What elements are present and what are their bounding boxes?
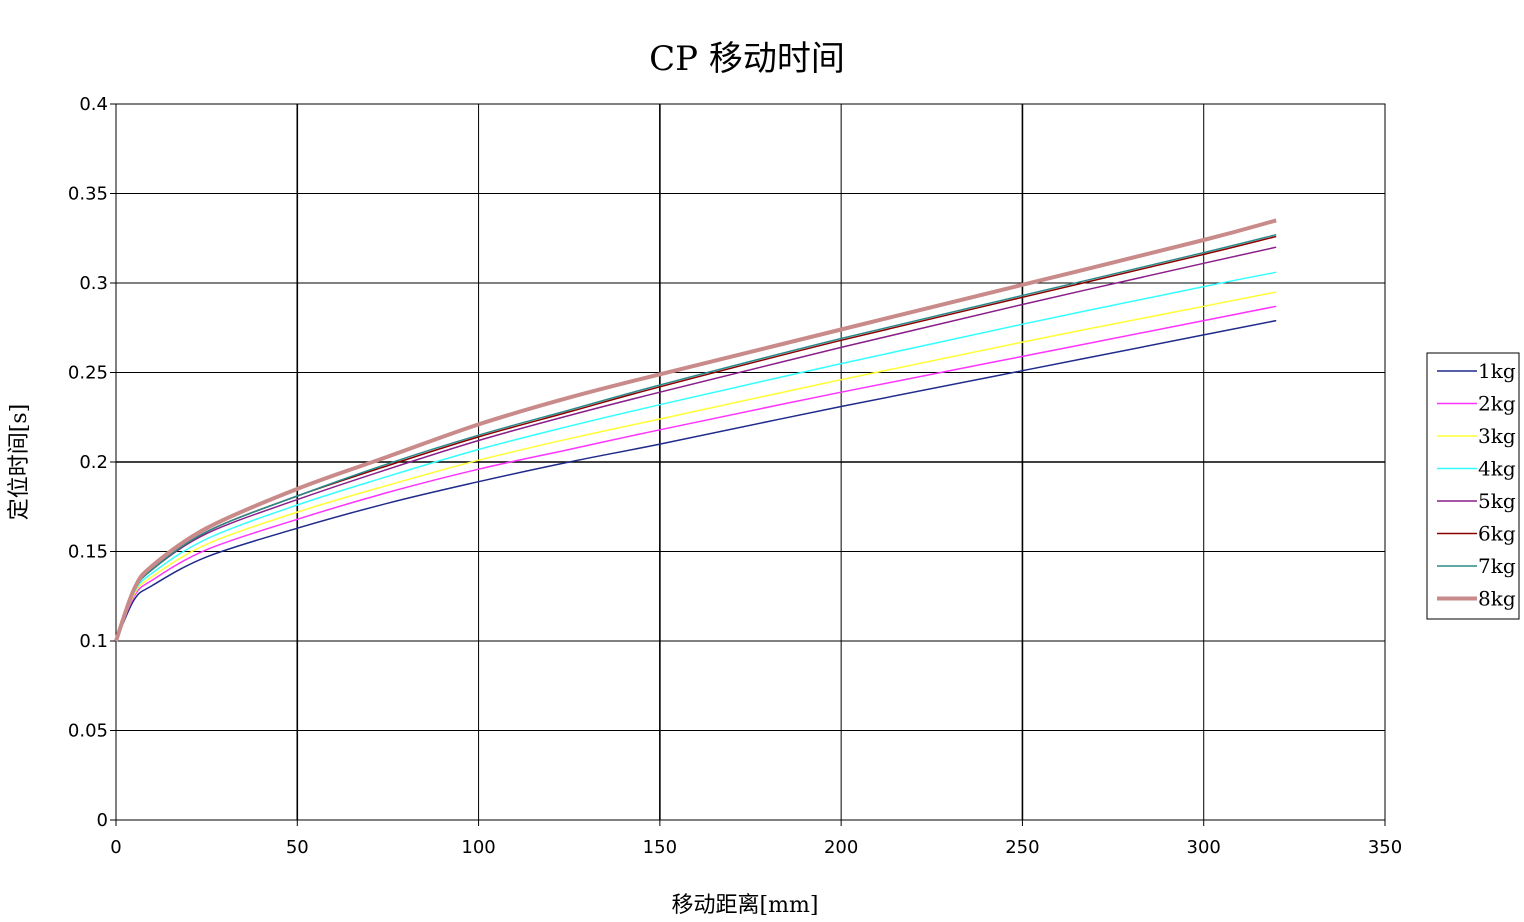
legend-label-5kg: 5kg xyxy=(1478,489,1516,513)
series-line-4kg xyxy=(115,271,1277,642)
y-axis-label: 定位时间[s] xyxy=(7,404,32,520)
y-axis-ticks: 0 0.05 0.1 0.15 0.2 0.25 0.3 0.35 0.4 xyxy=(68,94,116,831)
legend-box xyxy=(1426,352,1520,620)
series-line-7kg xyxy=(115,233,1277,642)
x-tick-label: 100 xyxy=(461,837,495,858)
series-line-2kg xyxy=(115,305,1277,642)
x-tick-label: 200 xyxy=(824,837,858,858)
x-axis-label: 移动距离[mm] xyxy=(672,893,819,918)
y-tick-label: 0.1 xyxy=(79,631,108,652)
series-line-1kg xyxy=(115,319,1277,642)
grid xyxy=(116,104,1385,820)
x-axis-ticks: 0 50 100 150 200 250 300 350 xyxy=(110,820,1402,858)
x-tick-label: 350 xyxy=(1368,837,1402,858)
x-tick-label: 300 xyxy=(1187,837,1221,858)
y-tick-label: 0.05 xyxy=(68,721,108,742)
legend-label-1kg: 1kg xyxy=(1478,359,1516,383)
chart-title: CP 移动时间 xyxy=(649,39,845,79)
series-line-8kg xyxy=(114,218,1277,642)
y-tick-label: 0.3 xyxy=(79,273,108,294)
y-tick-label: 0 xyxy=(97,810,108,831)
legend-label-8kg: 8kg xyxy=(1478,587,1516,611)
y-tick-label: 0.25 xyxy=(68,363,108,384)
series-lines xyxy=(114,218,1277,642)
legend-label-2kg: 2kg xyxy=(1478,392,1516,416)
x-tick-label: 0 xyxy=(110,837,121,858)
legend-label-4kg: 4kg xyxy=(1478,457,1516,481)
series-line-3kg xyxy=(115,291,1277,642)
y-tick-label: 0.2 xyxy=(79,452,108,473)
x-tick-label: 50 xyxy=(286,837,309,858)
legend-label-3kg: 3kg xyxy=(1478,424,1516,448)
legend: 1kg 2kg 3kg 4kg 5kg 6kg 7kg 8kg xyxy=(1426,352,1520,620)
y-tick-label: 0.15 xyxy=(68,542,108,563)
y-tick-label: 0.35 xyxy=(68,184,108,205)
y-tick-label: 0.4 xyxy=(79,94,108,115)
legend-label-6kg: 6kg xyxy=(1478,522,1516,546)
legend-label-7kg: 7kg xyxy=(1478,554,1516,578)
x-tick-label: 250 xyxy=(1005,837,1039,858)
x-tick-label: 150 xyxy=(643,837,677,858)
